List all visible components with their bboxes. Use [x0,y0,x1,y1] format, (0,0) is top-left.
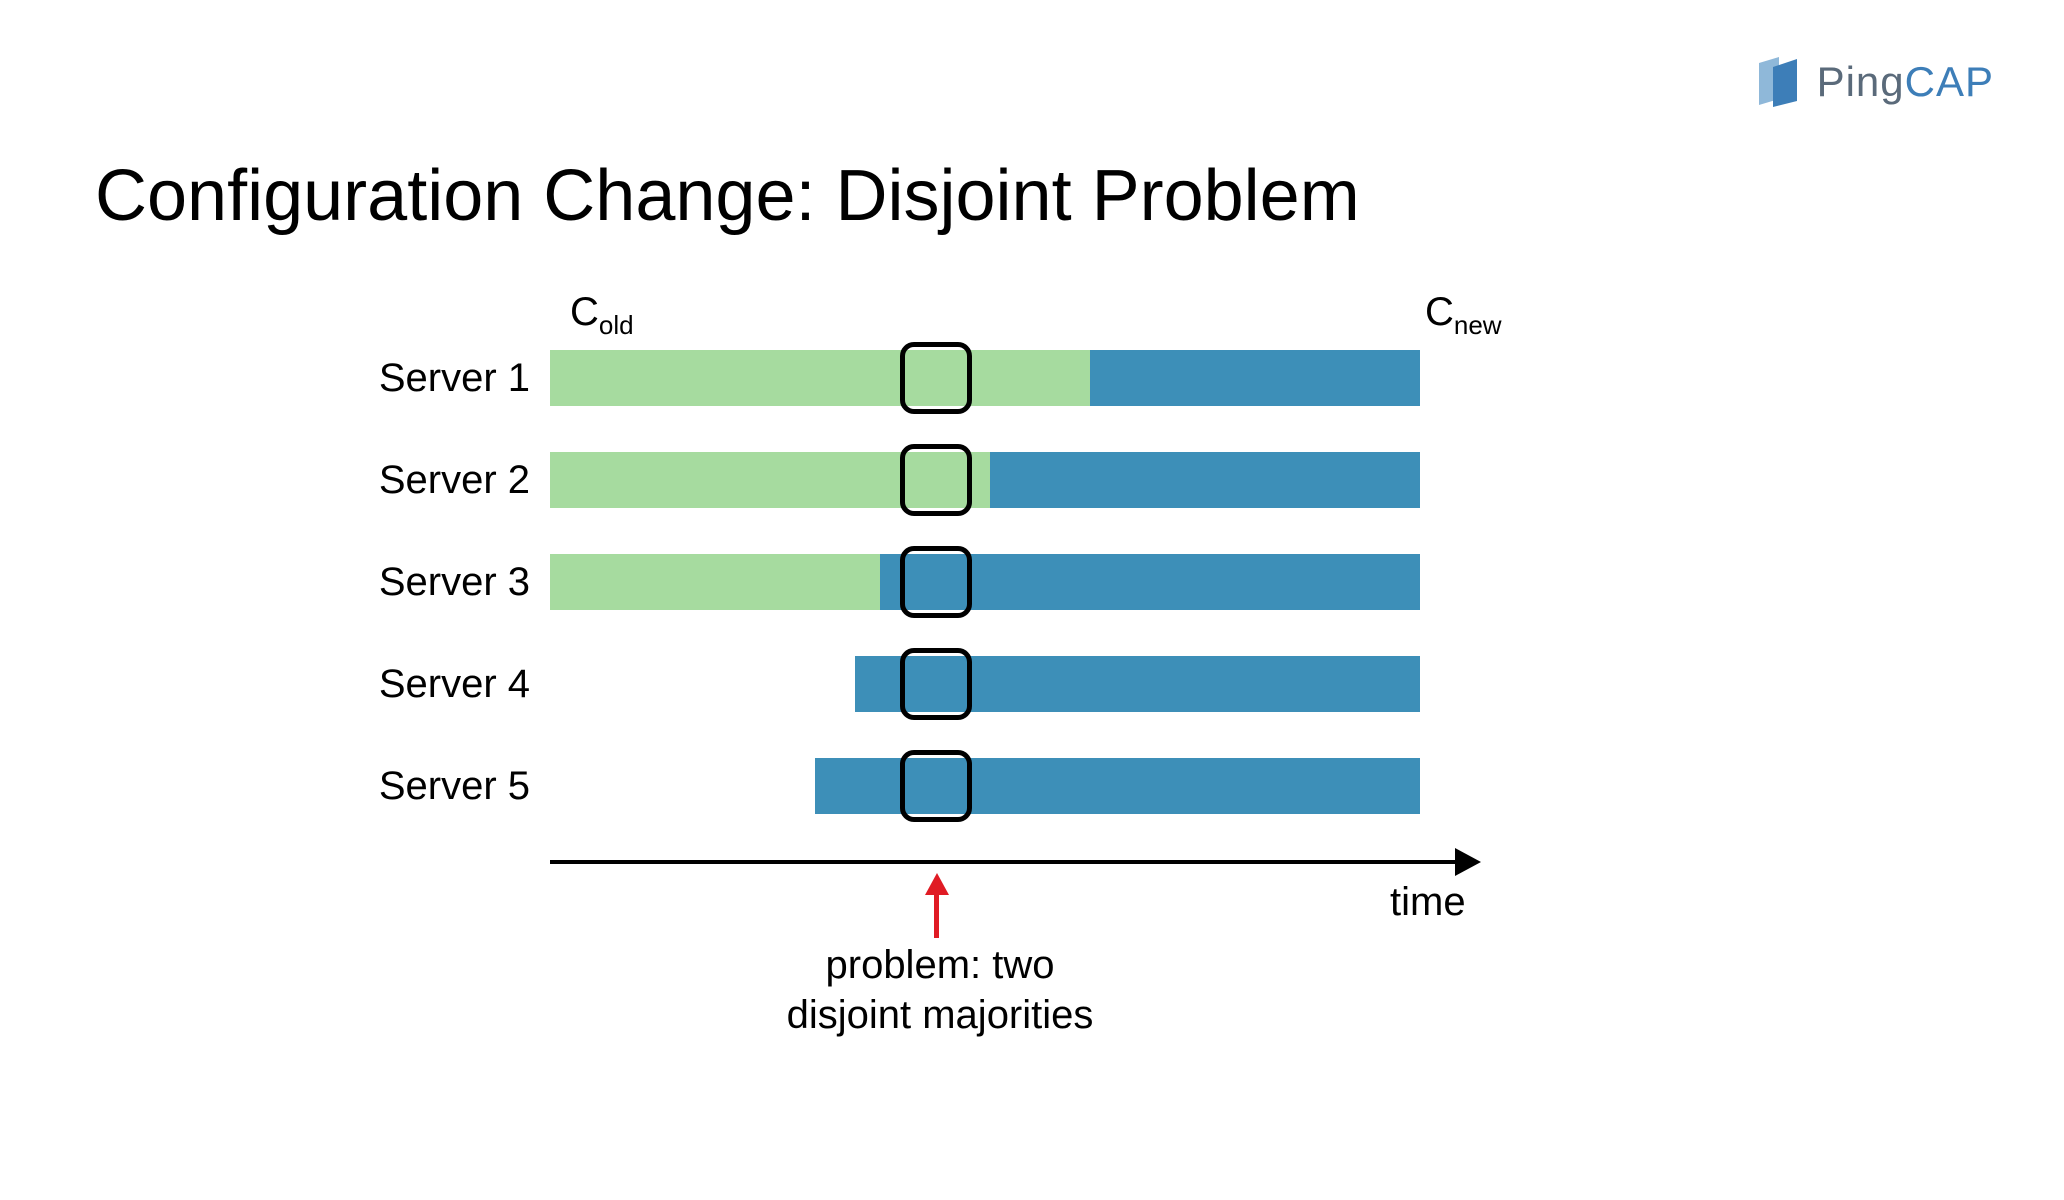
bar-track [550,350,1420,406]
server-label: Server 2 [300,458,550,503]
timeline-marker [900,750,972,822]
brand-logo: PingCAP [1757,55,1994,109]
timeline-marker [900,342,972,414]
timeline-marker [900,546,972,618]
server-label: Server 3 [300,560,550,605]
server-label: Server 5 [300,764,550,809]
bar-old-segment [550,554,880,610]
bar-track [550,656,1420,712]
slide-title: Configuration Change: Disjoint Problem [95,155,1360,237]
server-row: Server 1 [300,350,1600,406]
time-axis-label: time [1390,880,1466,925]
bar-track [550,452,1420,508]
time-axis [550,860,1455,864]
time-axis-arrowhead-icon [1455,848,1481,876]
slide: PingCAP Configuration Change: Disjoint P… [0,0,2064,1200]
timeline-marker [900,648,972,720]
config-new-label: Cnew [1425,290,1502,341]
bar-old-segment [550,350,1090,406]
bar-track [550,554,1420,610]
server-row: Server 5 [300,758,1600,814]
logo-icon [1757,55,1807,109]
server-label: Server 4 [300,662,550,707]
server-row: Server 2 [300,452,1600,508]
logo-text: PingCAP [1817,58,1994,106]
server-row: Server 3 [300,554,1600,610]
callout-arrow-line [934,893,939,938]
bar-new-segment [1090,350,1420,406]
server-label: Server 1 [300,356,550,401]
config-old-label: Cold [570,290,634,341]
logo-text-secondary: CAP [1905,58,1994,105]
callout-arrowhead-icon [925,873,949,895]
callout-text: problem: two disjoint majorities [770,940,1110,1040]
timeline-marker [900,444,972,516]
bar-track [550,758,1420,814]
server-row: Server 4 [300,656,1600,712]
bar-new-segment [990,452,1420,508]
logo-text-primary: Ping [1817,58,1905,105]
